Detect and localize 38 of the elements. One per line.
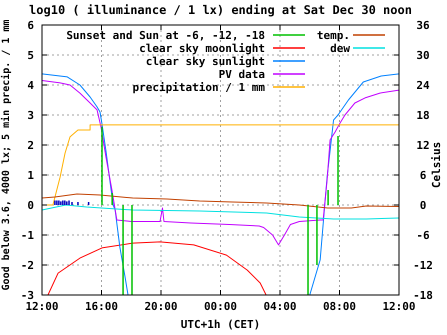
y-tick-label: 1: [27, 169, 34, 182]
chart-title: log10 ( illuminance / 1 lx) ending at Sat Dec 30 noon: [29, 3, 412, 17]
y-tick-label: -1: [20, 229, 34, 242]
y2-tick-label: 18: [416, 109, 430, 122]
y2-tick-label: 0: [420, 199, 426, 212]
x-tick-label: 20:00: [144, 300, 178, 313]
y2-tick-label: 6: [420, 169, 427, 182]
y2-tick-label: 12: [416, 139, 430, 152]
y-tick-label: 2: [27, 139, 34, 152]
y-tick-label: -2: [20, 259, 34, 272]
y2-tick-label: -18: [413, 289, 433, 302]
x-tick-label: 12:00: [25, 300, 59, 313]
legend-label: dew: [330, 42, 350, 55]
x-tick-label: 12:00: [382, 300, 416, 313]
x-axis-title: UTC+1h (CET): [180, 318, 260, 331]
x-tick-label: 04:00: [263, 300, 297, 313]
legend-label: precipitation / 1 mm: [132, 81, 266, 94]
y2-axis-title: Celsius: [430, 142, 443, 188]
y-tick-label: 6: [27, 19, 34, 32]
x-tick-label: 16:00: [84, 300, 118, 313]
legend-label: Sunset and Sun at -6, -12, -18: [66, 29, 265, 42]
y2-tick-label: -6: [416, 229, 430, 242]
y-tick-label: 3: [27, 109, 34, 122]
y-tick-label: 5: [27, 49, 34, 62]
legend-label: clear sky moonlight: [139, 42, 265, 55]
y2-tick-label: 30: [416, 49, 430, 62]
y-axis-title: Good below 3.6, 4000 lx; 5 min precip. / 1 mm: [0, 20, 12, 290]
legend-label: PV data: [218, 68, 265, 81]
y2-tick-label: -12: [413, 259, 433, 272]
y-tick-label: 0: [27, 199, 34, 212]
y2-tick-label: 24: [416, 79, 430, 92]
legend-label: clear sky sunlight: [146, 55, 265, 68]
y-tick-label: -3: [20, 289, 34, 302]
x-tick-label: 08:00: [322, 300, 356, 313]
legend-label: temp.: [316, 29, 350, 42]
y2-tick-label: 36: [416, 19, 430, 32]
y-tick-label: 4: [27, 79, 34, 92]
x-tick-label: 00:00: [204, 300, 238, 313]
